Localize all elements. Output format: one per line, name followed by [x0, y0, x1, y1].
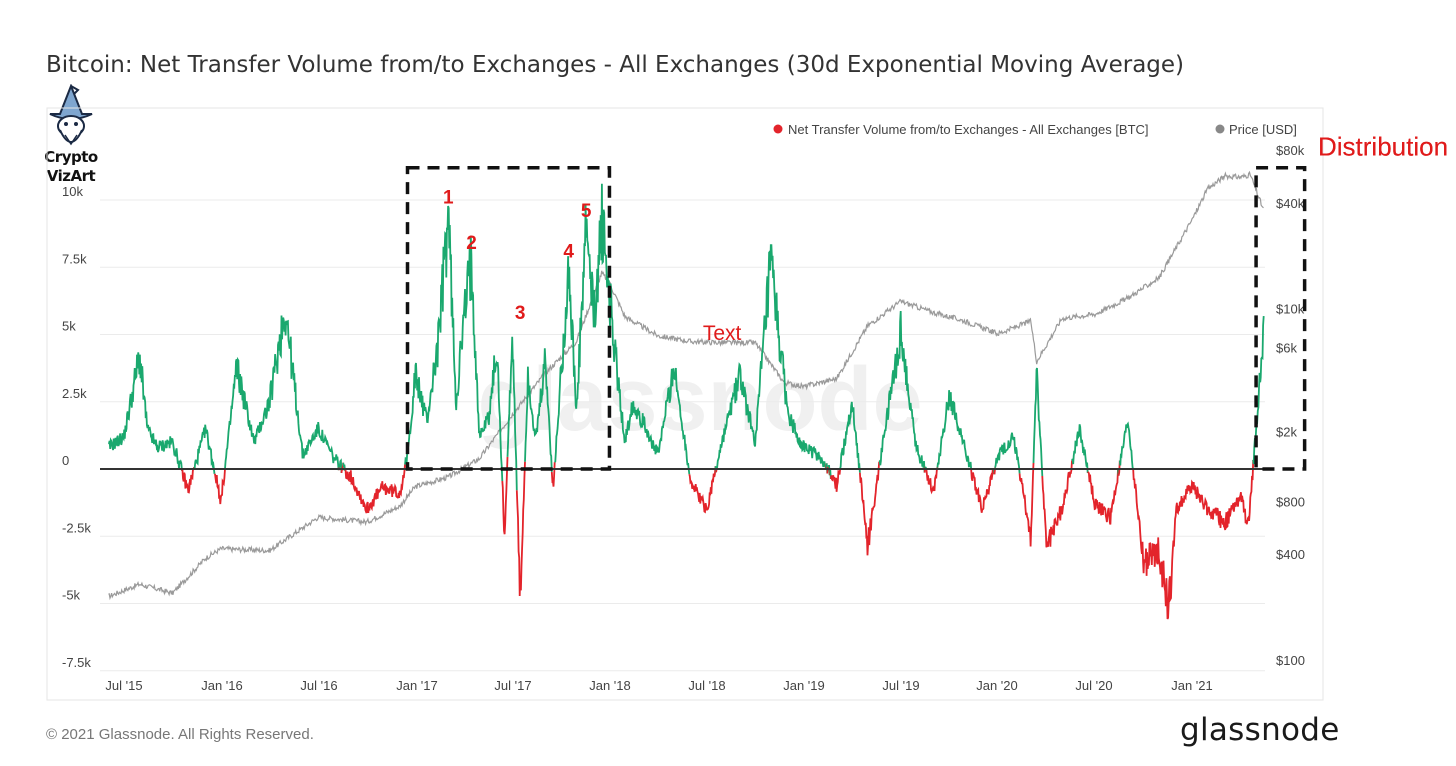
- net-flow-negative-segment: [829, 468, 841, 492]
- net-flow-negative-segment: [501, 456, 509, 535]
- legend-marker-price: [1215, 124, 1225, 134]
- net-flow-positive-segment: [839, 401, 861, 473]
- y-axis-left: -7.5k -5k -2.5k 0 2.5k 5k 7.5k 10k: [62, 184, 91, 670]
- net-flow-negative-segment: [213, 468, 226, 505]
- x-tick-label: Jan '16: [201, 678, 243, 693]
- y-left-tick-label: -2.5k: [62, 520, 91, 535]
- net-flow-negative-segment: [344, 464, 406, 514]
- legend-label-price: Price [USD]: [1229, 122, 1297, 137]
- net-flow-positive-segment: [342, 462, 346, 471]
- peak-number-label: 1: [443, 187, 454, 208]
- net-flow-negative-segment: [859, 461, 881, 556]
- x-tick-label: Jul '19: [882, 678, 919, 693]
- y-right-tick-label: $80k: [1276, 143, 1305, 158]
- gridlines: [100, 199, 1265, 672]
- net-flow-positive-segment: [338, 458, 343, 473]
- glassnode-brand: glassnode: [1180, 712, 1340, 748]
- annotation-text: Text: [703, 322, 742, 345]
- distribution-box: [1254, 165, 1307, 471]
- x-tick-label: Jan '21: [1171, 678, 1213, 693]
- net-flow-negative-segment: [181, 467, 195, 494]
- net-flow-negative-segment: [515, 461, 526, 597]
- net-flow-positive-segment: [1032, 367, 1044, 477]
- net-flow-positive-segment: [224, 315, 340, 471]
- x-tick-label: Jul '16: [300, 678, 337, 693]
- net-flow-negative-segment: [1087, 468, 1119, 525]
- x-tick-label: Jan '19: [783, 678, 825, 693]
- watermark: glassnode: [477, 350, 922, 450]
- legend-marker-netflow: [773, 124, 783, 134]
- distribution-box: [405, 165, 612, 471]
- net-flow-series: [107, 183, 1265, 620]
- y-right-tick-label: $40k: [1276, 196, 1305, 211]
- net-flow-negative-segment: [550, 462, 556, 487]
- x-tick-label: Jul '20: [1075, 678, 1112, 693]
- cryptovizart-logo: Crypto VizArt: [38, 83, 104, 186]
- net-flow-negative-segment: [970, 468, 995, 513]
- peak-number-label: 3: [515, 303, 526, 324]
- y-left-tick-label: 2.5k: [62, 386, 87, 401]
- peak-number-label: 2: [466, 233, 477, 254]
- y-left-tick-label: 0: [62, 453, 69, 468]
- x-tick-label: Jul '17: [494, 678, 531, 693]
- y-right-tick-label: $400: [1276, 547, 1305, 562]
- y-right-tick-label: $2k: [1276, 424, 1297, 439]
- y-axis-right: $100 $400 $800 $2k $6k $10k $40k $80k: [1276, 143, 1305, 668]
- footer-copyright: © 2021 Glassnode. All Rights Reserved.: [46, 726, 314, 743]
- net-flow-positive-segment: [994, 432, 1021, 474]
- y-left-tick-label: 5k: [62, 319, 76, 334]
- y-right-tick-label: $10k: [1276, 302, 1305, 317]
- net-flow-positive-segment: [506, 336, 518, 491]
- y-left-tick-label: 7.5k: [62, 251, 87, 266]
- x-tick-label: Jan '17: [396, 678, 438, 693]
- y-left-tick-label: -5k: [62, 588, 81, 603]
- distribution-label: Distribution: [1318, 132, 1448, 162]
- net-flow-negative-segment: [1041, 460, 1073, 548]
- y-right-tick-label: $800: [1276, 494, 1305, 509]
- net-flow-negative-segment: [1018, 462, 1035, 547]
- net-flow-negative-segment: [688, 466, 717, 514]
- net-flow-positive-segment: [1118, 421, 1135, 470]
- legend-label-netflow: Net Transfer Volume from/to Exchanges - …: [788, 122, 1149, 137]
- x-tick-label: Jul '18: [688, 678, 725, 693]
- x-axis: Jul '15 Jan '16 Jul '16 Jan '17 Jul '17 Jan '…: [105, 678, 1212, 693]
- net-flow-negative-segment: [925, 467, 939, 495]
- peak-number-label: 4: [563, 241, 574, 262]
- net-flow-positive-segment: [524, 348, 553, 472]
- x-tick-label: Jan '18: [589, 678, 631, 693]
- y-left-tick-label: -7.5k: [62, 655, 91, 670]
- logo-line2: VizArt: [46, 167, 96, 185]
- y-right-tick-label: $100: [1276, 653, 1305, 668]
- net-flow-positive-segment: [936, 390, 973, 470]
- legend: Net Transfer Volume from/to Exchanges - …: [773, 122, 1297, 137]
- x-tick-label: Jan '20: [976, 678, 1018, 693]
- wizard-icon: [49, 83, 93, 146]
- net-flow-positive-segment: [715, 244, 828, 470]
- x-tick-label: Jul '15: [105, 678, 142, 693]
- y-left-tick-label: 10k: [62, 184, 83, 199]
- price-series: [108, 170, 1264, 601]
- logo-line1: Crypto: [44, 148, 98, 166]
- net-flow-positive-segment: [1071, 424, 1089, 474]
- net-flow-positive-segment: [107, 352, 183, 471]
- net-flow-positive-segment: [193, 424, 216, 475]
- net-flow-positive-segment: [404, 205, 504, 482]
- net-flow-positive-segment: [554, 183, 691, 475]
- plot-frame: [46, 107, 1324, 701]
- peak-number-label: 5: [581, 201, 592, 222]
- distribution-label: Distribution: [1318, 132, 1448, 162]
- price-line: [108, 170, 1264, 601]
- chart-title: Bitcoin: Net Transfer Volume from/to Exc…: [46, 52, 1185, 78]
- net-flow-negative-segment: [826, 466, 829, 474]
- net-flow-positive-segment: [878, 310, 926, 473]
- net-flow-negative-segment: [1132, 459, 1255, 620]
- y-right-tick-label: $6k: [1276, 341, 1297, 356]
